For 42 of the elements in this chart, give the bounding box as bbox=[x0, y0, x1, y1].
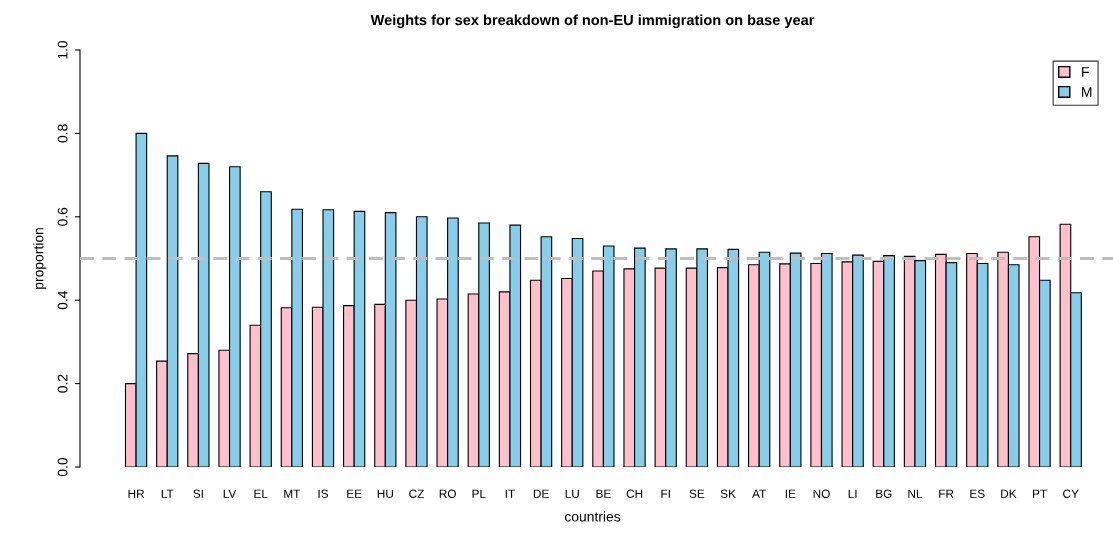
x-tick-label: FR bbox=[939, 489, 954, 498]
x-tick-label: SI bbox=[193, 489, 203, 498]
x-tick-label: LV bbox=[223, 489, 237, 498]
x-tick-label: SK bbox=[720, 489, 736, 498]
x-tick-label: FI bbox=[661, 489, 670, 498]
x-tick-label: DE bbox=[533, 489, 549, 498]
x-tick-label: LU bbox=[565, 489, 579, 498]
x-tick-label: IS bbox=[318, 489, 329, 498]
x-tick-label: DK bbox=[1001, 489, 1017, 498]
legend-label: M bbox=[1082, 87, 1092, 97]
x-tick-label: LI bbox=[848, 489, 857, 498]
x-tick-label: BG bbox=[876, 489, 892, 498]
x-tick-label: IE bbox=[785, 489, 796, 498]
x-tick-label: EL bbox=[254, 489, 268, 498]
x-tick-label: EE bbox=[347, 489, 362, 498]
y-tick-label: 0.4 bbox=[57, 290, 68, 310]
x-tick-label: CY bbox=[1063, 489, 1079, 498]
x-tick-label: MT bbox=[284, 489, 301, 498]
x-axis-title: countries bbox=[564, 511, 621, 522]
x-tick-label: IT bbox=[505, 489, 515, 498]
x-tick-label: CH bbox=[626, 489, 643, 498]
chart-title: Weights for sex breakdown of non-EU immigration on base year bbox=[370, 14, 815, 29]
y-tick-label: 0.8 bbox=[57, 124, 68, 143]
x-tick-label: ES bbox=[970, 489, 985, 498]
x-tick-label: HU bbox=[377, 489, 393, 498]
y-tick-label: 0.0 bbox=[57, 457, 68, 477]
y-axis-title: proportion bbox=[33, 228, 47, 289]
x-tick-label: CZ bbox=[409, 489, 424, 498]
x-tick-label: PT bbox=[1033, 489, 1047, 498]
x-tick-label: AT bbox=[752, 489, 767, 498]
x-tick-label: BE bbox=[596, 489, 611, 498]
x-tick-label: LT bbox=[161, 489, 174, 498]
legend-label: F bbox=[1082, 67, 1089, 77]
x-tick-label: SE bbox=[689, 489, 705, 498]
y-tick-label: 0.2 bbox=[57, 374, 68, 393]
x-tick-label: PL bbox=[472, 489, 486, 498]
x-tick-label: NL bbox=[908, 489, 923, 498]
x-tick-label: HR bbox=[128, 489, 145, 498]
x-tick-label: NO bbox=[813, 489, 830, 498]
y-tick-label: 0.6 bbox=[57, 207, 68, 226]
x-tick-label: RO bbox=[439, 489, 456, 498]
y-tick-label: 1.0 bbox=[57, 40, 68, 59]
